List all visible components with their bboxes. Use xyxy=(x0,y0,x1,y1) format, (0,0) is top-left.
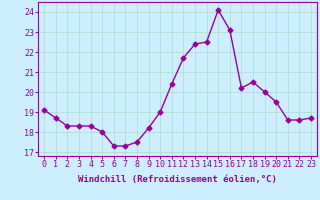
X-axis label: Windchill (Refroidissement éolien,°C): Windchill (Refroidissement éolien,°C) xyxy=(78,175,277,184)
